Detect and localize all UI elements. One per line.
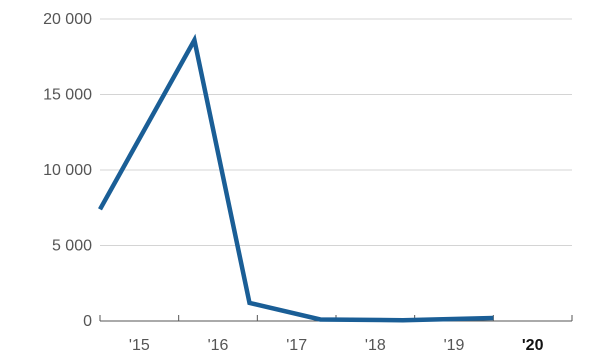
x-tick-label: '16 — [208, 337, 229, 354]
y-tick-label: 15 000 — [43, 87, 92, 104]
gridlines — [100, 18, 572, 246]
y-tick-label: 10 000 — [43, 162, 92, 179]
y-tick-label: 5 000 — [52, 238, 92, 255]
x-tick-label: '17 — [286, 337, 307, 354]
y-tick-label: 20 000 — [43, 11, 92, 28]
y-axis-labels: 0 5 000 10 000 15 000 20 000 — [43, 11, 92, 330]
x-tick-label: '20 — [522, 337, 544, 354]
series-layer — [98, 33, 494, 323]
x-axis-labels: '15 '16 '17 '18 '19 '20 — [129, 337, 544, 354]
x-tick-label: '15 — [129, 337, 150, 354]
x-tick-label: '19 — [444, 337, 465, 354]
series-line — [98, 33, 494, 323]
y-tick-label: 0 — [83, 313, 92, 330]
x-tick-label: '18 — [365, 337, 386, 354]
